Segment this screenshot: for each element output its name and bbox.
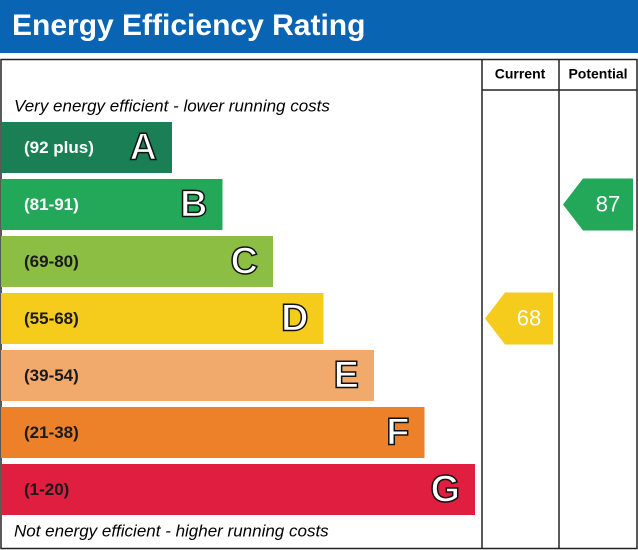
- potential-rating: 87: [596, 191, 620, 216]
- band-bar: [1, 464, 475, 515]
- band-range: (92 plus): [24, 138, 94, 157]
- band-letter: G: [430, 469, 460, 511]
- band-bar: [1, 236, 273, 287]
- top-note: Very energy efficient - lower running co…: [14, 96, 330, 115]
- band-bar: [1, 179, 223, 230]
- band-range: (55-68): [24, 309, 79, 328]
- potential-arrow: [563, 178, 633, 231]
- title: Energy Efficiency Rating: [12, 9, 365, 42]
- band-range: (81-91): [24, 195, 79, 214]
- band-range: (1-20): [24, 480, 69, 499]
- band-bar: [1, 350, 374, 401]
- band-letter: D: [281, 298, 308, 340]
- band-letter: C: [231, 241, 258, 283]
- band-range: (39-54): [24, 366, 79, 385]
- band-letter: B: [180, 184, 207, 226]
- current-header: Current: [495, 66, 546, 82]
- band-range: (69-80): [24, 252, 79, 271]
- band-bar: [1, 293, 324, 344]
- bottom-note: Not energy efficient - higher running co…: [14, 521, 329, 540]
- title-bar: [0, 0, 638, 53]
- band-range: (21-38): [24, 423, 79, 442]
- band-letter: A: [130, 127, 157, 169]
- band-bar: [1, 407, 425, 458]
- band-letter: E: [334, 355, 359, 397]
- current-rating: 68: [517, 305, 541, 330]
- current-arrow: [485, 292, 553, 345]
- band-bar: [1, 122, 172, 173]
- potential-header: Potential: [568, 66, 627, 82]
- band-letter: F: [386, 412, 409, 454]
